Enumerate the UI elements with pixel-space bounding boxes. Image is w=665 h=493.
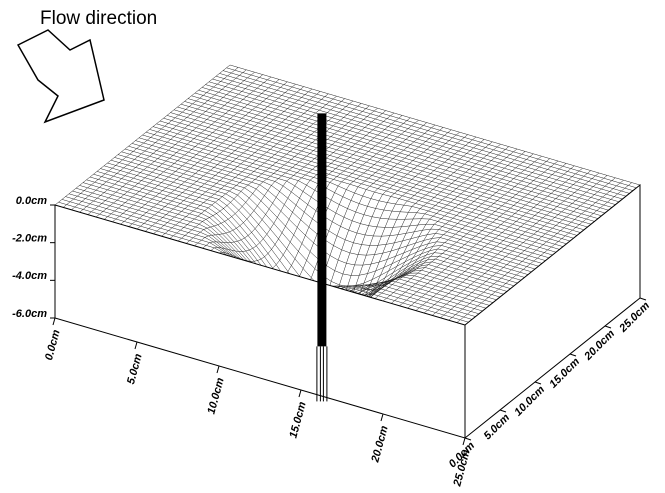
z-tick-label: 0.0cm (16, 195, 47, 207)
surface-line (227, 115, 402, 271)
x-tick-label: 10.0cm (205, 376, 226, 415)
x-tick (299, 390, 301, 397)
x-tick (217, 366, 219, 373)
chart: Flow direction 0.0cm -2.0cm -4.0cm -6.0cm 0.… (0, 0, 665, 493)
z-tick-label: -6.0cm (12, 308, 47, 320)
x-tick (53, 318, 55, 325)
surface-line (367, 156, 542, 296)
x-tick-label: 20.0cm (369, 424, 391, 464)
surface-line (317, 142, 492, 307)
x-tick (381, 414, 383, 421)
annotation: Flow direction (40, 8, 157, 29)
x-tick-label: 15.0cm (287, 400, 308, 439)
x-tick (135, 342, 137, 349)
x-tick-label: 0.0cm (43, 328, 63, 361)
box-front (55, 205, 465, 438)
x-tick-label: 5.0cm (125, 352, 145, 385)
z-tick-label: -4.0cm (12, 270, 47, 282)
surface-line (211, 111, 386, 252)
box-right (465, 185, 640, 438)
z-tick-label: -2.0cm (12, 233, 47, 245)
flow-arrow (18, 30, 104, 122)
